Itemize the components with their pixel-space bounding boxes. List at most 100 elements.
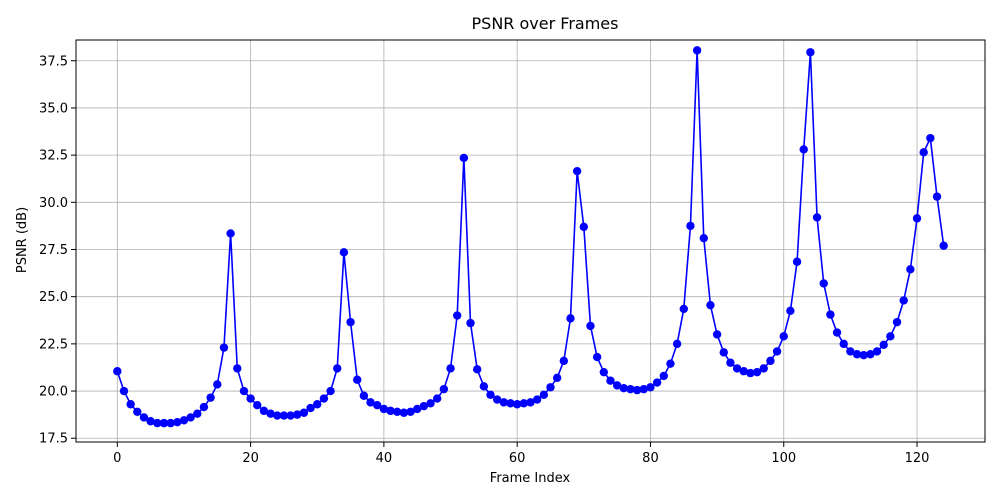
data-point — [899, 296, 908, 305]
data-point — [939, 241, 948, 250]
data-point — [719, 348, 728, 357]
data-point — [706, 300, 715, 310]
data-point — [306, 403, 315, 413]
data-point — [752, 367, 762, 377]
data-point — [892, 317, 902, 327]
x-axis: 0 20 40 60 80 100 120 — [113, 442, 929, 466]
data-point — [812, 213, 822, 222]
data-point — [333, 364, 342, 373]
data-point — [299, 408, 309, 417]
chart-title: PSNR over Frames — [472, 14, 619, 33]
data-point — [786, 306, 795, 316]
data-point — [506, 399, 515, 408]
data-point — [659, 371, 668, 381]
y-tick-label: 37.5 — [39, 54, 68, 69]
data-point — [293, 410, 302, 419]
data-point — [186, 413, 195, 422]
data-point — [526, 398, 535, 407]
data-point — [599, 367, 609, 377]
data-point — [139, 413, 149, 422]
data-point — [119, 386, 129, 396]
data-point — [779, 332, 788, 341]
data-point — [286, 411, 295, 420]
data-point — [359, 391, 369, 400]
data-point — [759, 364, 768, 373]
data-point — [253, 401, 262, 410]
data-point — [326, 386, 335, 396]
data-point — [792, 257, 802, 266]
data-point — [886, 332, 895, 341]
data-point — [259, 406, 269, 416]
data-point — [866, 350, 875, 359]
series-layer — [113, 46, 948, 428]
x-tick-label: 60 — [509, 451, 526, 466]
y-tick-label: 30.0 — [39, 196, 68, 211]
data-point — [839, 339, 848, 349]
data-point — [692, 46, 702, 55]
data-point — [246, 394, 255, 403]
data-point — [413, 404, 422, 414]
y-tick-label: 22.5 — [39, 337, 68, 352]
data-point — [539, 390, 549, 400]
data-point — [579, 222, 589, 232]
data-point — [393, 407, 402, 416]
data-point — [606, 376, 615, 385]
data-point — [646, 383, 655, 392]
data-point — [832, 328, 842, 337]
data-point — [846, 347, 855, 356]
data-point — [379, 404, 389, 414]
data-point — [699, 233, 708, 243]
data-point — [213, 380, 222, 389]
x-tick-label: 40 — [376, 451, 393, 466]
data-point — [219, 343, 229, 352]
data-point — [799, 145, 808, 154]
data-point — [153, 418, 162, 428]
data-point — [572, 166, 582, 176]
data-point — [406, 407, 415, 416]
data-point — [619, 384, 628, 393]
data-point — [632, 385, 642, 395]
data-point — [386, 406, 395, 416]
data-point — [486, 390, 495, 400]
data-point — [772, 347, 782, 356]
y-tick-label: 20.0 — [39, 385, 68, 400]
y-tick-label: 35.0 — [39, 101, 68, 116]
data-point — [373, 401, 382, 410]
data-point — [179, 416, 189, 425]
y-axis-label: PSNR (dB) — [15, 207, 30, 273]
data-point — [726, 358, 735, 367]
data-point — [746, 368, 755, 378]
data-point — [159, 418, 169, 428]
data-point — [366, 398, 375, 407]
data-point — [113, 367, 122, 376]
data-point — [552, 373, 562, 383]
data-point — [639, 384, 648, 394]
x-axis-label: Frame Index — [490, 471, 571, 486]
data-point — [426, 399, 435, 408]
y-tick-label: 17.5 — [39, 432, 68, 447]
data-point — [859, 350, 868, 360]
data-point — [419, 401, 429, 411]
data-point — [586, 321, 595, 331]
data-point — [912, 214, 922, 223]
data-point — [433, 394, 442, 403]
data-point — [879, 340, 888, 349]
data-point — [532, 395, 542, 404]
y-tick-label: 25.0 — [39, 290, 68, 305]
x-tick-label: 100 — [771, 451, 796, 466]
data-point — [519, 399, 529, 408]
data-point — [313, 400, 322, 409]
data-point — [559, 356, 569, 366]
data-point — [926, 133, 935, 143]
data-point — [672, 339, 682, 349]
data-point — [279, 411, 289, 420]
data-point — [712, 330, 722, 339]
data-point — [466, 318, 475, 328]
x-tick-label: 80 — [642, 451, 659, 466]
data-point — [239, 386, 249, 396]
data-point — [439, 384, 449, 394]
data-point — [492, 395, 502, 404]
data-point — [626, 384, 635, 394]
